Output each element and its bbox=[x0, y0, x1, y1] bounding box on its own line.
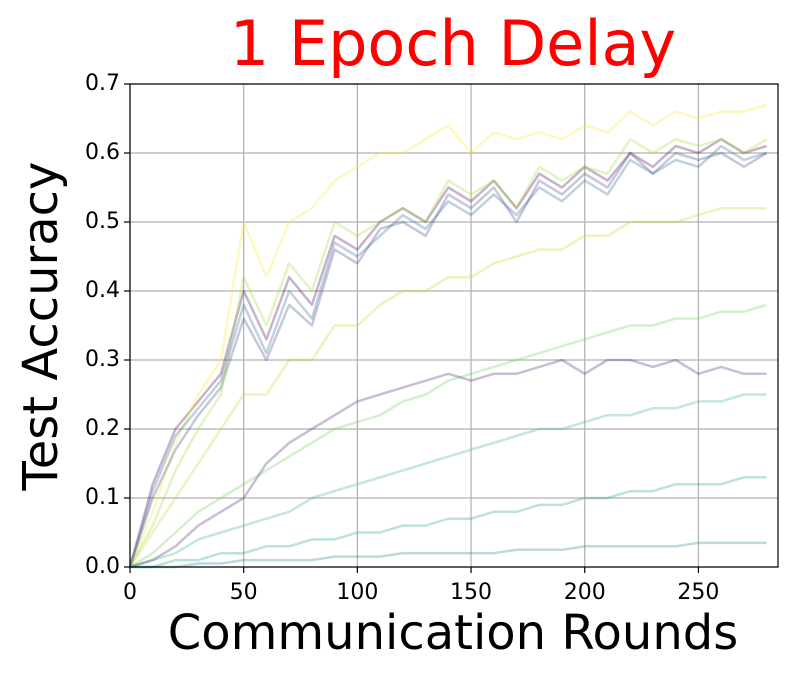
x-tick-label: 0 bbox=[123, 580, 137, 605]
y-tick-label: 0.7 bbox=[85, 71, 120, 96]
y-axis-label: Test Accuracy bbox=[13, 162, 69, 492]
series-line bbox=[129, 358, 767, 569]
y-tick-label: 0.0 bbox=[85, 554, 120, 579]
x-tick-label: 200 bbox=[564, 580, 606, 605]
y-tick-label: 0.3 bbox=[85, 347, 120, 372]
chart-title: 1 Epoch Delay bbox=[230, 7, 677, 80]
plot-frame bbox=[129, 83, 779, 568]
series-line bbox=[130, 541, 767, 569]
series-line bbox=[128, 206, 767, 568]
series-line bbox=[128, 144, 767, 568]
x-axis-label: Communication Rounds bbox=[168, 605, 738, 661]
series-line bbox=[128, 137, 767, 568]
x-tick-label: 100 bbox=[336, 580, 378, 605]
y-tick-label: 0.2 bbox=[85, 416, 120, 441]
series-line bbox=[128, 103, 767, 568]
y-tick-label: 0.6 bbox=[85, 140, 120, 165]
series-line bbox=[128, 151, 768, 568]
x-tick-label: 50 bbox=[230, 580, 258, 605]
y-tick-label: 0.4 bbox=[85, 278, 120, 303]
x-tick-label: 250 bbox=[677, 580, 719, 605]
series-line bbox=[129, 303, 767, 569]
x-tick-label: 150 bbox=[450, 580, 492, 605]
y-tick-label: 0.5 bbox=[85, 209, 120, 234]
y-tick-label: 0.1 bbox=[85, 485, 120, 510]
series-line bbox=[128, 137, 768, 568]
series-line bbox=[130, 476, 767, 569]
series-line bbox=[129, 393, 767, 569]
